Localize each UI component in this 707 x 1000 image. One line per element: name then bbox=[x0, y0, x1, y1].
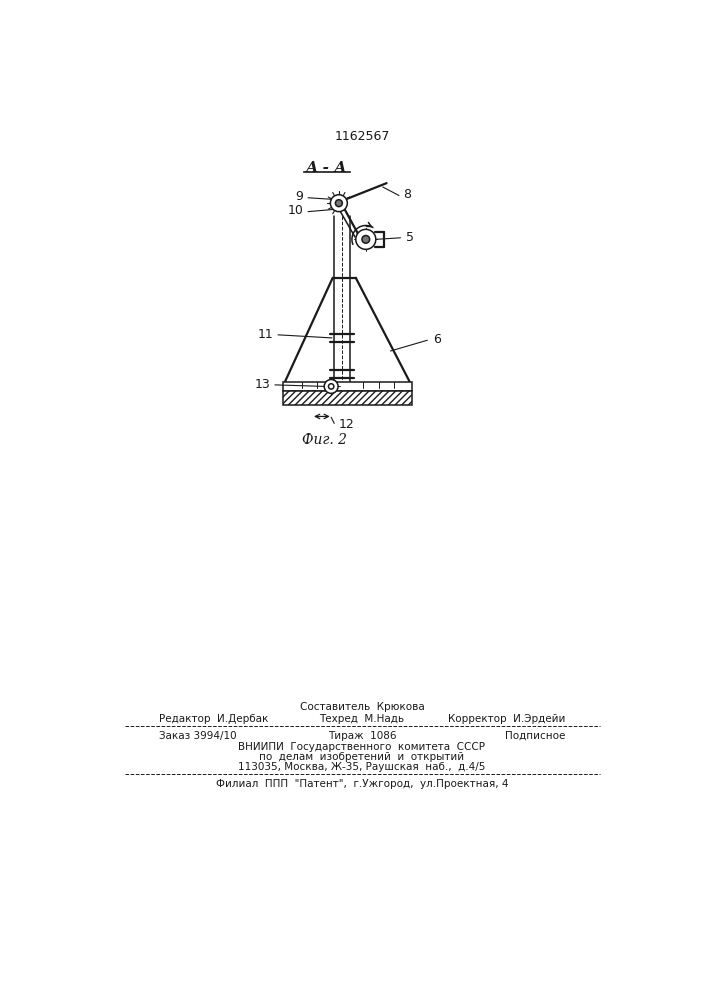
Circle shape bbox=[325, 379, 338, 393]
Text: 11: 11 bbox=[257, 328, 274, 341]
Text: Техред  М.Надь: Техред М.Надь bbox=[320, 714, 404, 724]
Text: 9: 9 bbox=[296, 190, 303, 204]
Text: 12: 12 bbox=[339, 418, 355, 431]
Text: Корректор  И.Эрдейи: Корректор И.Эрдейи bbox=[448, 714, 565, 724]
Text: Филиал  ППП  "Патент",  г.Ужгород,  ул.Проектная, 4: Филиал ППП "Патент", г.Ужгород, ул.Проек… bbox=[216, 779, 508, 789]
Text: Фиг. 2: Фиг. 2 bbox=[303, 433, 348, 447]
Bar bbox=[283, 391, 412, 405]
Bar bbox=[283, 382, 412, 391]
Text: Редактор  И.Дербак: Редактор И.Дербак bbox=[160, 714, 269, 724]
Text: 13: 13 bbox=[255, 378, 270, 391]
Circle shape bbox=[329, 384, 334, 389]
Text: ВНИИПИ  Государственного  комитета  СССР: ВНИИПИ Государственного комитета СССР bbox=[238, 742, 486, 752]
Text: по  делам  изобретений  и  открытий: по делам изобретений и открытий bbox=[259, 752, 464, 762]
Text: 6: 6 bbox=[433, 333, 440, 346]
Text: 10: 10 bbox=[288, 204, 303, 217]
Text: А - А: А - А bbox=[305, 161, 347, 175]
Text: 8: 8 bbox=[404, 188, 411, 201]
Text: Составитель  Крюкова: Составитель Крюкова bbox=[300, 702, 424, 712]
Text: Подписное: Подписное bbox=[505, 731, 565, 741]
Circle shape bbox=[356, 229, 376, 249]
Circle shape bbox=[335, 200, 342, 207]
Text: 5: 5 bbox=[406, 231, 414, 244]
Text: 1162567: 1162567 bbox=[334, 130, 390, 143]
Text: Тираж  1086: Тираж 1086 bbox=[328, 731, 396, 741]
Circle shape bbox=[330, 195, 347, 212]
Text: Заказ 3994/10: Заказ 3994/10 bbox=[160, 731, 237, 741]
Text: 113035, Москва, Ж-35, Раушская  наб.,  д.4/5: 113035, Москва, Ж-35, Раушская наб., д.4… bbox=[238, 762, 486, 772]
Circle shape bbox=[362, 235, 370, 243]
